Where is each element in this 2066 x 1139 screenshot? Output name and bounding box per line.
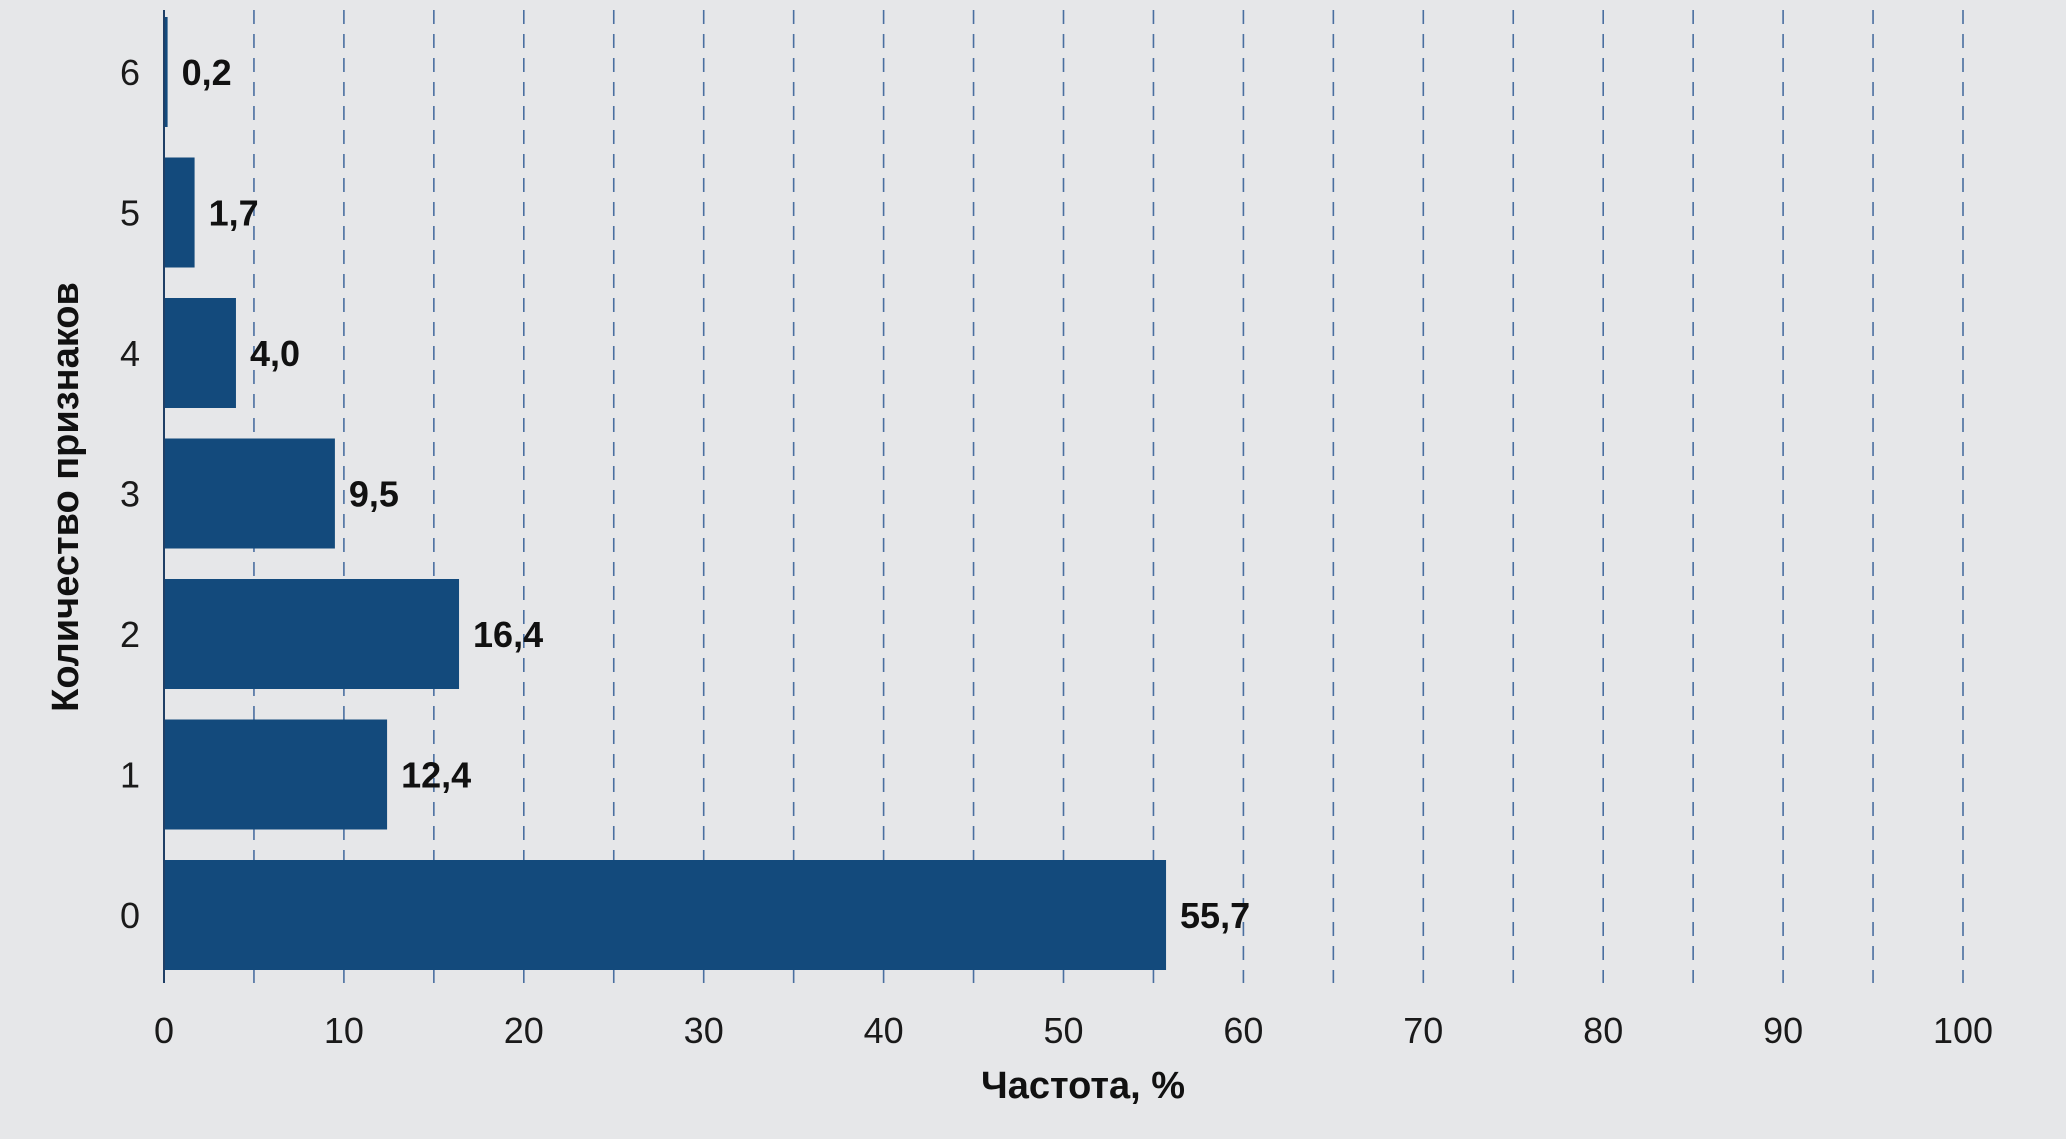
y-tick-label-4: 4 (120, 333, 140, 374)
grid-lines (253, 10, 1964, 983)
y-tick-labels: 0 1 2 3 4 5 6 (120, 52, 140, 936)
x-tick-label-60: 60 (1223, 1010, 1263, 1051)
bar-1 (164, 719, 388, 830)
y-tick-label-3: 3 (120, 474, 140, 515)
data-label-5: 1,7 (209, 193, 259, 234)
y-axis-title: Количество признаков (45, 282, 87, 712)
x-tick-label-70: 70 (1403, 1010, 1443, 1051)
x-tick-label-90: 90 (1763, 1010, 1803, 1051)
bar-4 (164, 298, 236, 408)
x-axis-title: Частота, % (981, 1065, 1185, 1107)
y-tick-label-1: 1 (120, 755, 140, 796)
data-labels: 55,7 12,4 16,4 9,5 4,0 1,7 0,2 (182, 52, 1251, 936)
x-tick-label-40: 40 (864, 1010, 904, 1051)
data-label-1: 12,4 (401, 755, 471, 796)
x-tick-label-20: 20 (504, 1010, 544, 1051)
bars (164, 17, 1167, 970)
data-label-6: 0,2 (182, 52, 232, 93)
x-tick-labels: 0 10 20 30 40 50 60 70 80 90 100 (154, 1010, 1993, 1051)
y-tick-label-0: 0 (120, 895, 140, 936)
x-tick-label-100: 100 (1933, 1010, 1993, 1051)
x-tick-label-30: 30 (684, 1010, 724, 1051)
bar-5 (164, 157, 195, 268)
bar-3 (164, 438, 335, 549)
bar-2 (164, 579, 460, 689)
data-label-0: 55,7 (1180, 895, 1250, 936)
x-tick-label-10: 10 (324, 1010, 364, 1051)
data-label-4: 4,0 (250, 333, 300, 374)
bar-0 (164, 860, 1167, 970)
y-tick-label-2: 2 (120, 614, 140, 655)
bar-6 (164, 17, 168, 127)
x-tick-label-0: 0 (154, 1010, 174, 1051)
y-tick-label-6: 6 (120, 52, 140, 93)
x-tick-label-80: 80 (1583, 1010, 1623, 1051)
data-label-2: 16,4 (473, 614, 543, 655)
y-tick-label-5: 5 (120, 193, 140, 234)
data-label-3: 9,5 (349, 474, 399, 515)
x-tick-label-50: 50 (1043, 1010, 1083, 1051)
